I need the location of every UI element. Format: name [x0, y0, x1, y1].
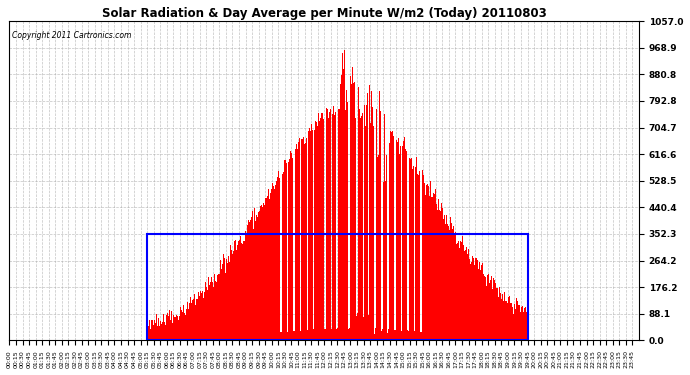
Text: Copyright 2011 Cartronics.com: Copyright 2011 Cartronics.com — [12, 31, 132, 40]
Bar — [147, 234, 528, 340]
Title: Solar Radiation & Day Average per Minute W/m2 (Today) 20110803: Solar Radiation & Day Average per Minute… — [101, 7, 546, 20]
